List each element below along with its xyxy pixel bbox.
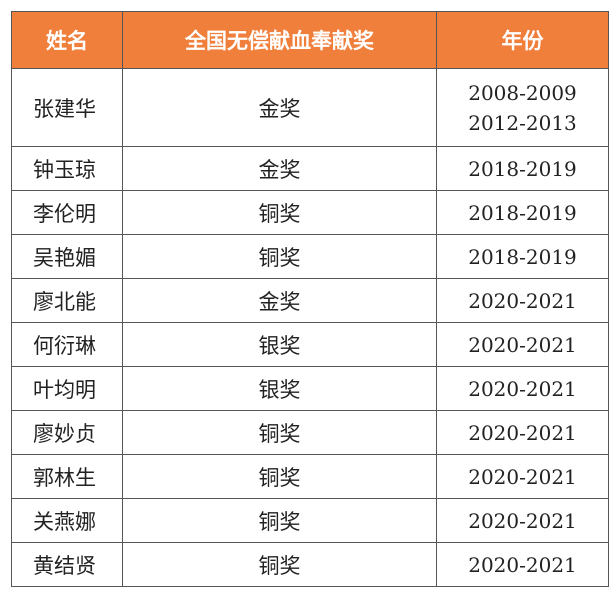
award-years: 2008-2009 2012-2013 (436, 68, 609, 147)
award-years: 2020-2021 (436, 322, 609, 367)
table-row: 郭林生 铜奖 2020-2021 (11, 454, 609, 499)
recipient-name: 张建华 (11, 68, 123, 147)
award-year: 2020-2021 (468, 420, 577, 445)
table-row: 廖北能 金奖 2020-2021 (11, 278, 609, 323)
award-year: 2018-2019 (468, 156, 577, 181)
award-level: 银奖 (122, 322, 437, 367)
award-level: 铜奖 (122, 542, 437, 587)
header-row: 姓名 全国无偿献血奉献奖 年份 (11, 11, 609, 69)
award-year: 2018-2019 (468, 200, 577, 225)
award-level: 铜奖 (122, 234, 437, 279)
table-row: 钟玉琼 金奖 2018-2019 (11, 146, 609, 191)
award-years: 2020-2021 (436, 410, 609, 455)
award-level: 金奖 (122, 146, 437, 191)
award-year: 2008-2009 (468, 80, 577, 105)
award-year: 2020-2021 (468, 288, 577, 313)
header-name: 姓名 (11, 11, 123, 69)
award-years: 2020-2021 (436, 542, 609, 587)
recipient-name: 何衍琳 (11, 322, 123, 367)
award-years: 2018-2019 (436, 146, 609, 191)
recipient-name: 钟玉琼 (11, 146, 123, 191)
award-level: 金奖 (122, 278, 437, 323)
award-year: 2020-2021 (468, 552, 577, 577)
award-year: 2020-2021 (468, 464, 577, 489)
table-row: 李伦明 铜奖 2018-2019 (11, 190, 609, 235)
award-level: 银奖 (122, 366, 437, 411)
award-year: 2020-2021 (468, 508, 577, 533)
recipient-name: 吴艳媚 (11, 234, 123, 279)
table-body: 张建华 金奖 2008-2009 2012-2013 钟玉琼 金奖 2018-2019 李伦明… (11, 68, 609, 587)
recipient-name: 叶均明 (11, 366, 123, 411)
award-years: 2018-2019 (436, 234, 609, 279)
table-row: 何衍琳 银奖 2020-2021 (11, 322, 609, 367)
table-row: 黄结贤 铜奖 2020-2021 (11, 542, 609, 587)
recipient-name: 李伦明 (11, 190, 123, 235)
table-row: 叶均明 银奖 2020-2021 (11, 366, 609, 411)
award-level: 铜奖 (122, 498, 437, 543)
recipient-name: 郭林生 (11, 454, 123, 499)
table-header: 姓名 全国无偿献血奉献奖 年份 (11, 11, 609, 69)
award-level: 铜奖 (122, 190, 437, 235)
award-level: 铜奖 (122, 454, 437, 499)
award-years: 2020-2021 (436, 366, 609, 411)
award-years: 2020-2021 (436, 278, 609, 323)
recipient-name: 廖妙贞 (11, 410, 123, 455)
award-level: 金奖 (122, 68, 437, 147)
recipient-name: 关燕娜 (11, 498, 123, 543)
table-row: 张建华 金奖 2008-2009 2012-2013 (11, 68, 609, 147)
header-year: 年份 (436, 11, 609, 69)
header-award: 全国无偿献血奉献奖 (122, 11, 437, 69)
award-table: 姓名 全国无偿献血奉献奖 年份 张建华 金奖 2008-2009 2012-2013 钟… (11, 11, 609, 587)
recipient-name: 廖北能 (11, 278, 123, 323)
table-row: 关燕娜 铜奖 2020-2021 (11, 498, 609, 543)
recipient-name: 黄结贤 (11, 542, 123, 587)
award-year: 2018-2019 (468, 244, 577, 269)
award-years: 2020-2021 (436, 454, 609, 499)
award-year: 2012-2013 (468, 110, 577, 135)
award-years: 2018-2019 (436, 190, 609, 235)
table-row: 廖妙贞 铜奖 2020-2021 (11, 410, 609, 455)
award-level: 铜奖 (122, 410, 437, 455)
award-year: 2020-2021 (468, 376, 577, 401)
table-row: 吴艳媚 铜奖 2018-2019 (11, 234, 609, 279)
award-years: 2020-2021 (436, 498, 609, 543)
award-year: 2020-2021 (468, 332, 577, 357)
